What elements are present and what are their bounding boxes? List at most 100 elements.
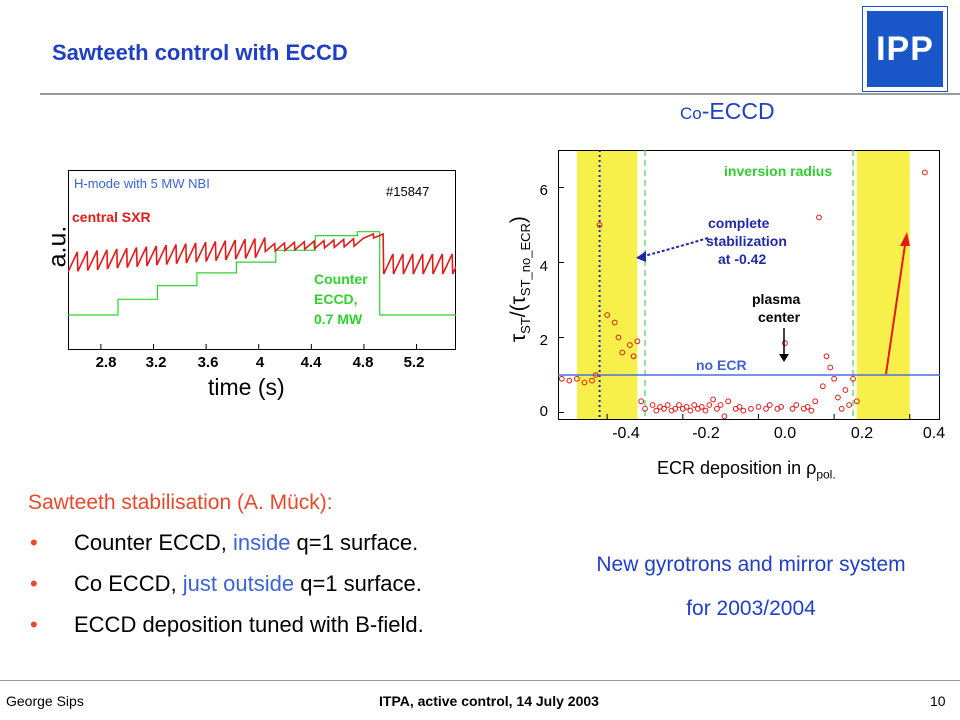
data-point xyxy=(611,319,618,326)
plasma-center-line1: plasma xyxy=(752,291,800,307)
data-point xyxy=(766,402,773,408)
resonance-band xyxy=(856,150,910,420)
data-point xyxy=(566,377,573,384)
bullet-dot: • xyxy=(30,612,38,637)
data-point xyxy=(842,387,849,393)
shot-number: #15847 xyxy=(386,184,429,199)
left-plot-xlabel: time (s) xyxy=(208,374,285,400)
data-point xyxy=(922,169,928,176)
data-point xyxy=(853,398,860,405)
left-xtick: 2.8 xyxy=(95,354,117,371)
bullet-text-highlight: just outside xyxy=(182,571,295,596)
sxr-label: central SXR xyxy=(72,209,151,225)
right-xtick: 0.4 xyxy=(922,425,946,442)
right-xlabel-text: ECR deposition in ρ xyxy=(657,458,817,478)
data-point xyxy=(740,407,747,414)
title-divider xyxy=(40,93,960,95)
right-plot-xlabel: ECR deposition in ρpol. xyxy=(657,458,836,482)
bullet-text-a: Co ECCD, xyxy=(74,571,183,596)
data-point xyxy=(630,353,637,360)
bullet-dot: • xyxy=(30,571,38,596)
ipp-logo-text: IPP xyxy=(867,11,943,87)
ylabel-tau: τ xyxy=(506,333,530,343)
counter-label-line1: Counter xyxy=(314,271,368,287)
left-xtick: 3.2 xyxy=(145,354,167,371)
footer-divider xyxy=(0,680,960,681)
data-point xyxy=(627,342,633,348)
footer-author: George Sips xyxy=(6,693,84,709)
right-xlabel-sub: pol. xyxy=(816,467,836,482)
data-point xyxy=(653,407,660,414)
data-point xyxy=(596,222,603,228)
ylabel-mid: /(τ xyxy=(506,296,530,318)
right-ytick: 4 xyxy=(539,258,548,275)
right-xtick: 0.2 xyxy=(850,425,874,442)
bullet-text-c: q=1 surface. xyxy=(290,530,419,555)
data-point xyxy=(789,405,796,412)
data-point xyxy=(638,398,645,405)
right-xtick: -0.4 xyxy=(612,425,640,442)
data-point xyxy=(672,405,679,412)
right-ytick: 2 xyxy=(539,332,548,349)
bullet-text: Co ECCD, just outside q=1 surface. xyxy=(74,571,422,597)
stabilization-arrow-head xyxy=(636,251,646,262)
data-point xyxy=(736,404,743,410)
data-point xyxy=(664,402,671,408)
data-point xyxy=(702,407,709,414)
data-point xyxy=(589,377,595,384)
data-point xyxy=(581,379,588,386)
data-point xyxy=(835,394,841,401)
inversion-radius-label: inversion radius xyxy=(724,163,832,179)
co-eccd-header: Co-ECCD xyxy=(680,98,775,125)
data-point xyxy=(619,349,626,356)
data-point xyxy=(592,372,599,378)
data-point xyxy=(676,402,682,408)
data-point xyxy=(763,405,769,412)
right-xtick: -0.2 xyxy=(692,425,720,442)
stab-label-line1: complete xyxy=(708,215,770,231)
central-sxr-trace xyxy=(68,232,456,275)
bullet-text-a: ECCD deposition tuned with B-field. xyxy=(74,612,424,637)
data-point xyxy=(691,402,698,408)
data-point xyxy=(687,407,694,414)
data-point xyxy=(717,402,724,408)
right-ytick: 6 xyxy=(539,182,548,199)
stabilisation-heading: Sawteeth stabilisation (A. Mück): xyxy=(28,491,333,514)
bullet-text: Counter ECCD, inside q=1 surface. xyxy=(74,530,418,556)
data-point xyxy=(846,402,853,408)
page-number: 10 xyxy=(930,693,946,709)
plasma-center-arrow-head xyxy=(779,354,789,362)
footer-event: ITPA, active control, 14 July 2003 xyxy=(379,693,599,709)
data-point xyxy=(714,405,720,412)
data-point xyxy=(634,338,641,345)
co-eccd-header-big: -ECCD xyxy=(701,98,775,124)
counter-label-line2: ECCD, xyxy=(314,291,358,307)
right-ytick: 0 xyxy=(539,403,548,420)
data-point xyxy=(748,405,754,412)
left-xtick: 5.2 xyxy=(403,354,425,371)
slide-title: Sawteeth control with ECCD xyxy=(52,40,348,65)
right-xtick: 0.0 xyxy=(773,425,797,442)
data-point xyxy=(574,375,580,382)
plasma-center-line2: center xyxy=(758,309,801,325)
data-point xyxy=(661,405,667,412)
left-xtick: 4 xyxy=(255,354,265,371)
counter-label-line3: 0.7 MW xyxy=(314,311,363,327)
left-xtick: 4.8 xyxy=(352,354,374,371)
data-point xyxy=(710,396,717,403)
ylabel-end: ) xyxy=(506,216,530,224)
trend-arrow xyxy=(885,237,907,375)
bullet-dot: • xyxy=(30,530,38,555)
data-point xyxy=(816,214,822,221)
bullet-text-c: q=1 surface. xyxy=(294,571,422,596)
bullet-text: ECCD deposition tuned with B-field. xyxy=(74,612,424,638)
data-point xyxy=(850,375,856,382)
data-point xyxy=(721,413,728,420)
data-point xyxy=(604,312,611,318)
data-point xyxy=(642,405,648,412)
counter-eccd-trace xyxy=(68,231,456,316)
bullet-text-a: Counter ECCD, xyxy=(74,530,233,555)
co-eccd-header-small: Co xyxy=(680,104,702,123)
left-xtick: 4.4 xyxy=(300,354,322,371)
data-point xyxy=(827,364,834,371)
